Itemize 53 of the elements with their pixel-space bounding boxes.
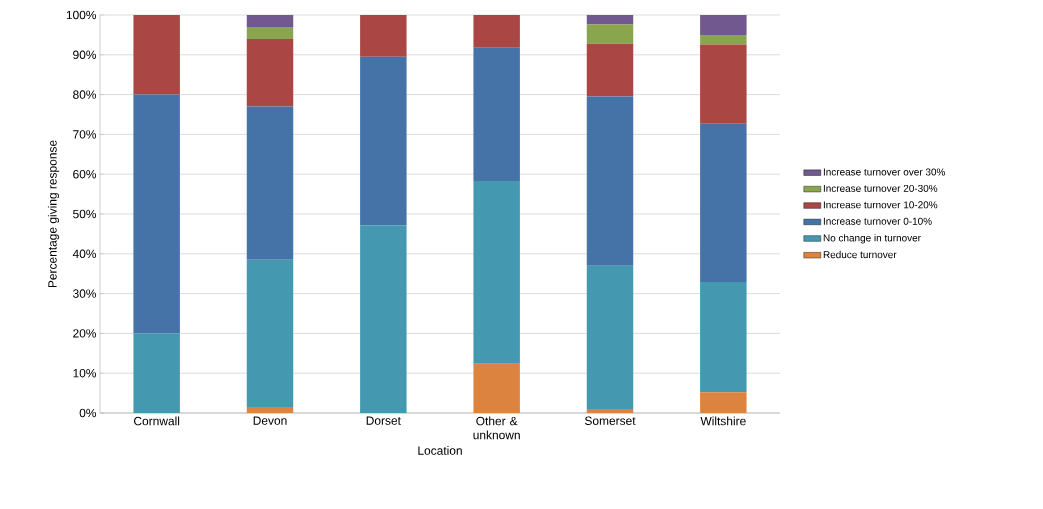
y-tick-label: 10% [73,368,97,378]
y-tick-label: 20% [73,329,97,338]
bar [360,56,407,226]
bar [700,123,747,283]
x-tick-label: Somerset [584,416,636,425]
legend-label: Increase turnover 10-20% [823,201,938,209]
y-tick-label: 50% [73,209,97,219]
bar [473,363,520,413]
legend-label: No change in turnover [823,234,921,244]
bar [133,333,180,413]
x-tick-label: Devon [253,416,287,425]
y-tick-label: 80% [73,90,97,99]
bar [360,225,407,413]
x-axis-title: Location [418,446,462,455]
legend-label: Increase turnover over 30% [823,168,946,176]
x-tick-label: Wiltshire [700,416,746,426]
bar [586,409,634,413]
bar [700,34,747,45]
bar [246,38,294,107]
bar [473,47,520,181]
legend-label: Reduce turnover [823,250,897,259]
y-tick-label: 70% [73,130,97,139]
y-tick-label: 0% [79,408,97,418]
y-tick-label: 30% [73,289,97,298]
y-tick-label: 60% [73,169,97,179]
bar [700,44,747,124]
bar [586,265,634,410]
bar [586,43,634,97]
x-tick-label: Other & unknown [473,416,520,440]
bar [246,15,294,27]
bar [246,259,294,408]
bar [586,15,634,25]
bar [360,15,407,57]
bar [586,96,634,266]
x-tick-label: Dorset [366,416,401,425]
x-tick-label: Cornwall [134,416,180,426]
bar [246,407,294,413]
bar [586,24,634,44]
y-tick-label: 100% [66,10,97,20]
bar [700,282,747,393]
bar [133,94,180,334]
bar [700,15,747,35]
bar [700,392,747,413]
bar [133,15,180,95]
y-tick-label: 90% [73,50,97,60]
bar [246,106,294,260]
legend-label: Increase turnover 20-30% [823,184,938,192]
y-axis-title: Percentage giving response [47,140,60,288]
y-tick-label: 40% [72,249,97,259]
bar [246,26,294,39]
bar [473,15,520,48]
bar [473,180,520,364]
legend-label: Increase turnover 0-10% [823,217,932,225]
